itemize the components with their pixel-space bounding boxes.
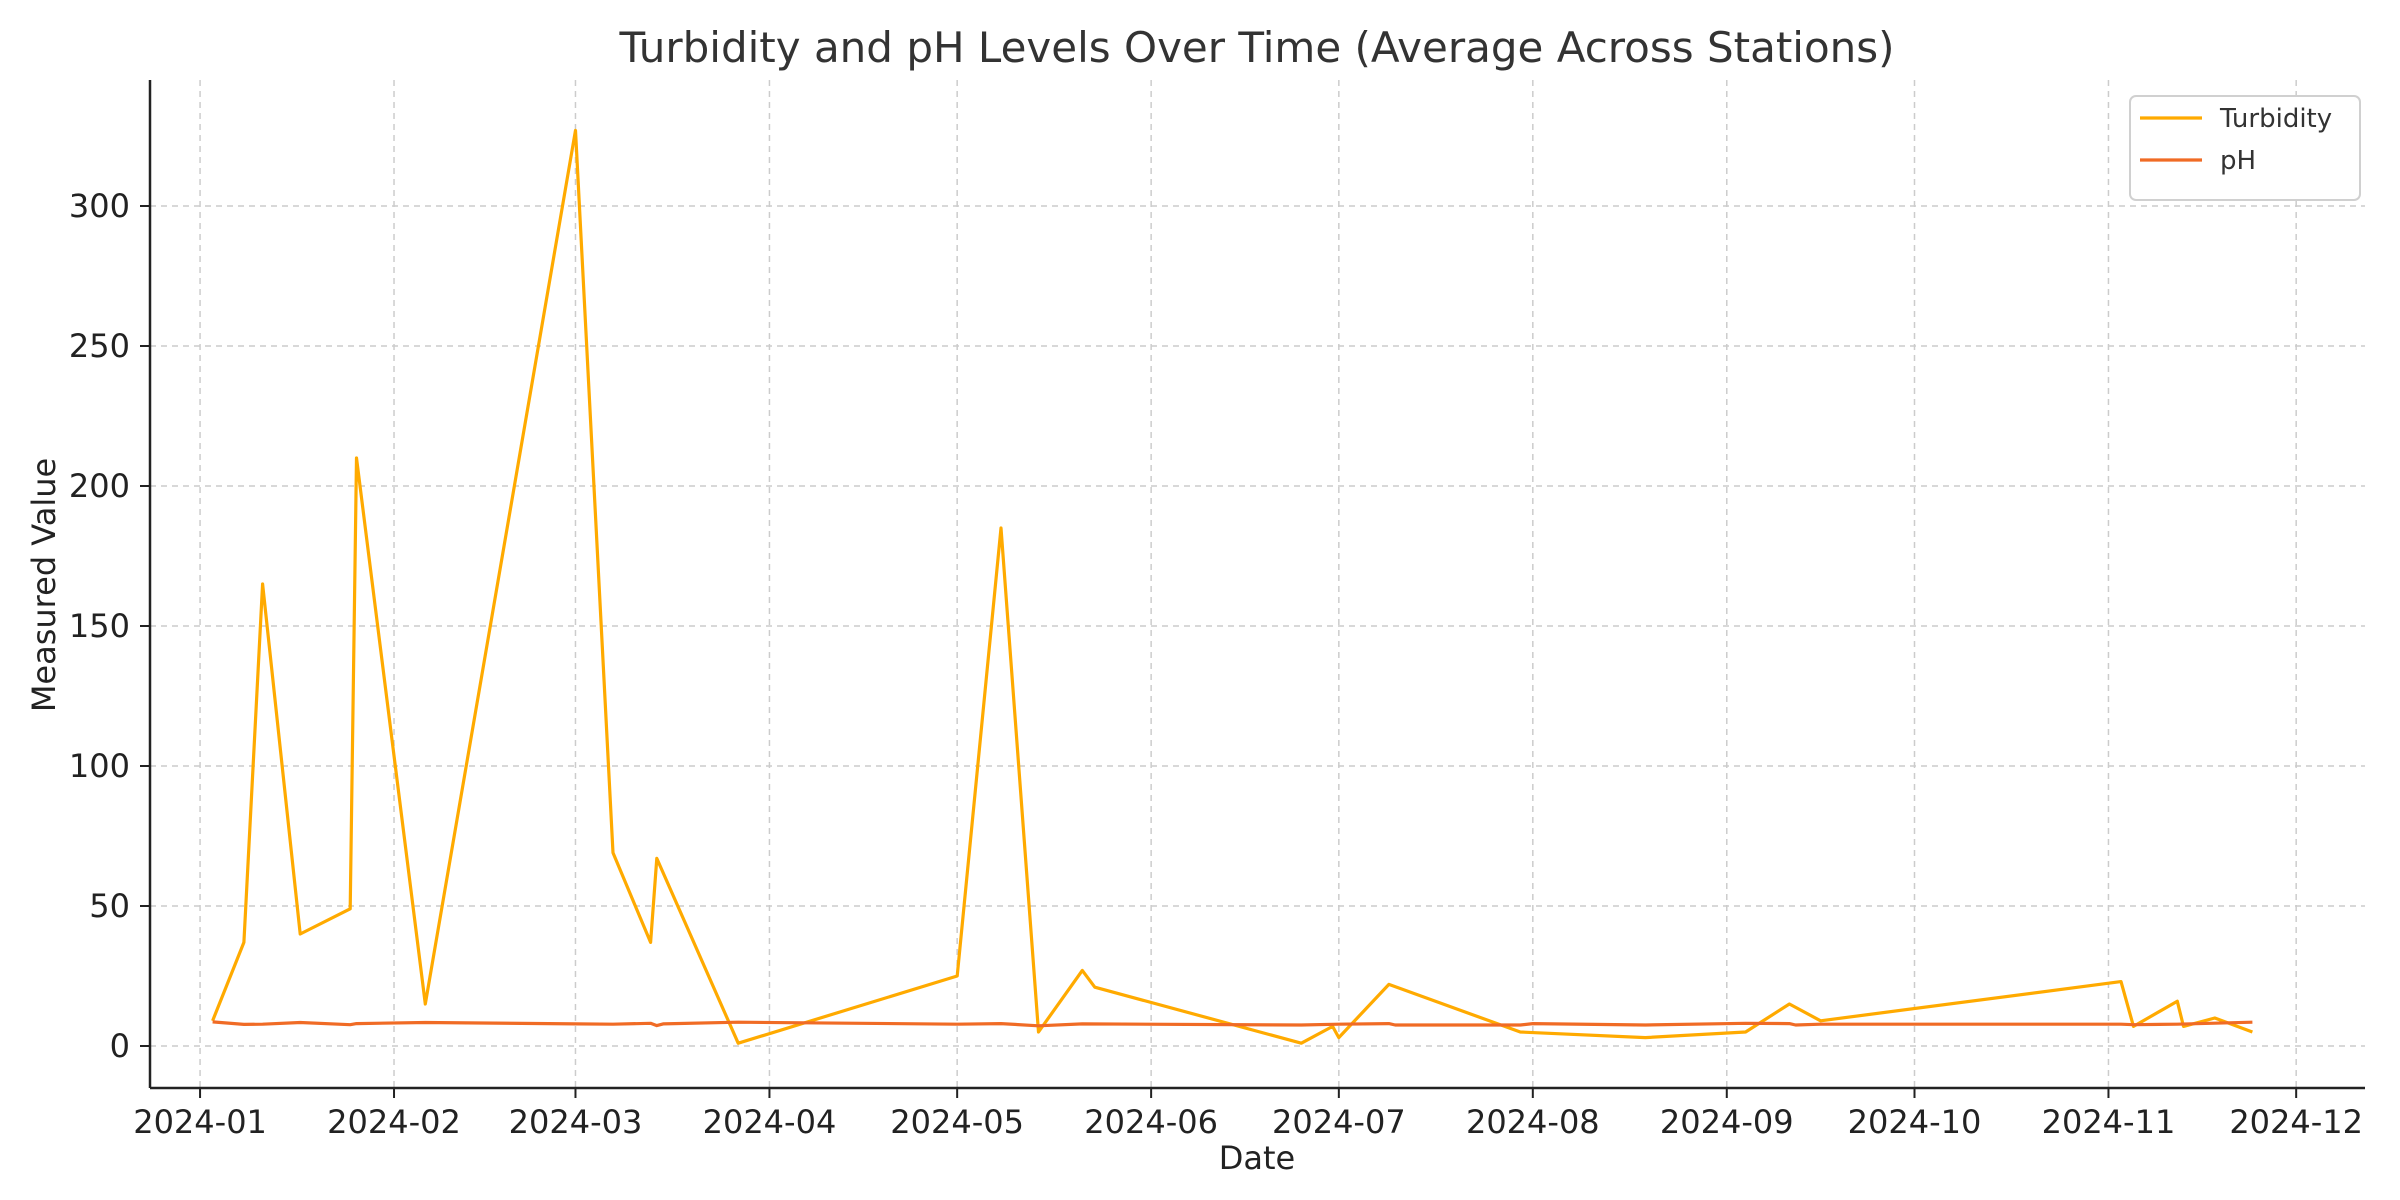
y-axis-label: Measured Value — [25, 458, 63, 712]
y-tick-label: 0 — [110, 1027, 130, 1065]
series-line-ph — [212, 1020, 2253, 1028]
x-tick-label: 2024-01 — [133, 1103, 267, 1141]
y-tick-label: 150 — [69, 607, 130, 645]
legend-label: Turbidity — [2219, 104, 2332, 134]
series-layer — [211, 128, 2253, 1045]
legend: Turbidity pH — [2129, 95, 2361, 201]
x-axis-label: Date — [1219, 1139, 1295, 1177]
x-tick-label: 2024-02 — [327, 1103, 461, 1141]
x-tick-label: 2024-11 — [2042, 1103, 2176, 1141]
y-tick-label: 200 — [69, 467, 130, 505]
x-tick-label: 2024-10 — [1848, 1103, 1982, 1141]
x-tick-label: 2024-12 — [2229, 1103, 2363, 1141]
grid-layer — [150, 80, 2365, 1088]
y-tick-label: 300 — [69, 187, 130, 225]
x-tick-label: 2024-03 — [509, 1103, 643, 1141]
series-line-turbidity — [211, 128, 2253, 1045]
legend-label: pH — [2220, 146, 2256, 176]
chart-title: Turbidity and pH Levels Over Time (Avera… — [618, 23, 1894, 72]
legend-box — [2129, 95, 2361, 201]
x-tick-label: 2024-04 — [703, 1103, 837, 1141]
y-tick-label: 50 — [89, 887, 130, 925]
x-tick-label: 2024-05 — [890, 1103, 1024, 1141]
axes-layer: 2024-01 2024-02 2024-03 2024-04 2024-05 2024-… — [69, 80, 2365, 1141]
x-tick-label: 2024-06 — [1084, 1103, 1218, 1141]
x-tick-label: 2024-08 — [1466, 1103, 1600, 1141]
x-tick-label: 2024-07 — [1272, 1103, 1406, 1141]
y-tick-label: 100 — [69, 747, 130, 785]
y-tick-label: 250 — [69, 327, 130, 365]
x-tick-label: 2024-09 — [1660, 1103, 1794, 1141]
